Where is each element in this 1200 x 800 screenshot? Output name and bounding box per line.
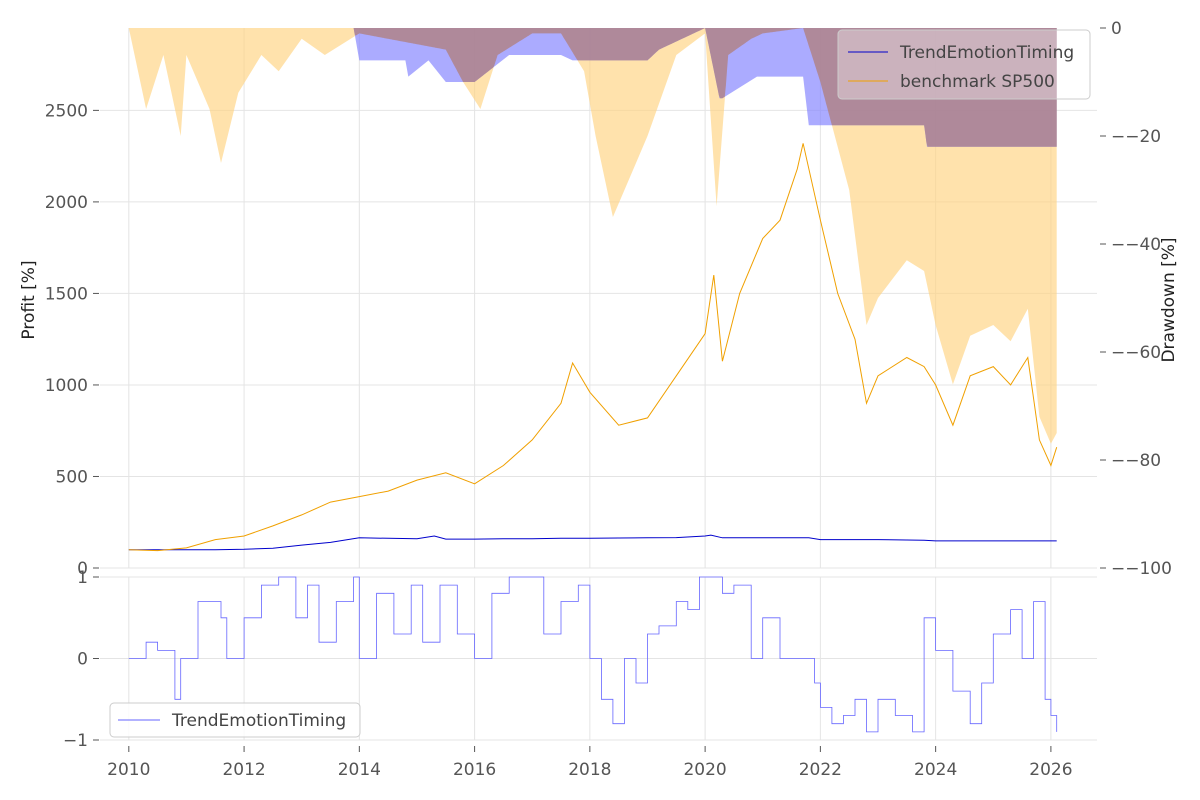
top-legend-box	[837, 29, 1091, 100]
x-tick-label: 2020	[683, 760, 726, 780]
drawdown-areas	[128, 28, 1057, 444]
profit-y-tick-label: 1500	[45, 284, 88, 304]
bottom-legend-box	[109, 702, 361, 738]
bottom-legend: TrendEmotionTiming	[109, 702, 361, 738]
x-tick-label: 2012	[222, 760, 265, 780]
profit-y-tick-label: 2500	[45, 101, 88, 121]
x-ticks: 2010 2012 2014 2016 2018 2020 2022 2024 2026	[107, 746, 1073, 780]
profit-y-tick-label: 2000	[45, 193, 88, 213]
legend-label-signal: TrendEmotionTiming	[171, 711, 346, 731]
x-tick-label: 2018	[568, 760, 611, 780]
line-signal-trendemotiontiming	[128, 576, 1058, 733]
signal-y-tick-label: 1	[77, 568, 88, 588]
x-tick-label: 2022	[799, 760, 842, 780]
line-trendemotiontiming	[128, 534, 1057, 551]
signal-panel: −1 0 1 2010 2012 2014 2016 2018 2020 2022 2024 202…	[63, 568, 1097, 780]
profit-y-tick-label: 0	[77, 559, 88, 579]
drawdown-y-tick-label: 0	[1111, 19, 1122, 39]
drawdown-y-tick-label: −−80	[1111, 451, 1161, 471]
drawdown-y-ticks: 0 −−20 −−40 −−60 −−80 −−100	[1100, 19, 1172, 579]
profit-y-tick-label: 1000	[45, 376, 88, 396]
drawdown-overlap-area	[128, 28, 1057, 147]
x-tick-label: 2014	[338, 760, 381, 780]
legend-label-trendemotiontiming: TrendEmotionTiming	[899, 43, 1074, 63]
signal-y-tick-label: −1	[63, 731, 88, 751]
drawdown-y-tick-label: −−100	[1111, 559, 1172, 579]
profit-panel: 0 500 1000 1500 2000 2500 0 −−20 −−40 −−60 −−80 −−…	[19, 19, 1179, 579]
drawdown-axis-label: Drawdown [%]	[1159, 237, 1179, 362]
legend-label-sp500: benchmark SP500	[900, 72, 1055, 92]
signal-y-ticks: −1 0 1	[63, 568, 99, 751]
profit-y-ticks: 0 500 1000 1500 2000 2500	[45, 101, 99, 579]
x-tick-label: 2024	[914, 760, 957, 780]
profit-lines	[128, 143, 1058, 552]
x-tick-label: 2010	[107, 760, 150, 780]
drawdown-y-tick-label: −−40	[1111, 235, 1161, 255]
drawdown-y-tick-label: −−20	[1111, 127, 1161, 147]
profit-y-tick-label: 500	[56, 467, 88, 487]
line-sp500	[128, 143, 1058, 552]
top-legend: TrendEmotionTiming benchmark SP500	[837, 29, 1091, 100]
x-tick-label: 2026	[1029, 760, 1072, 780]
profit-axis-label: Profit [%]	[19, 260, 39, 339]
signal-lines	[128, 576, 1058, 733]
drawdown-y-tick-label: −−60	[1111, 343, 1161, 363]
x-tick-label: 2016	[453, 760, 496, 780]
signal-y-tick-label: 0	[77, 650, 88, 670]
